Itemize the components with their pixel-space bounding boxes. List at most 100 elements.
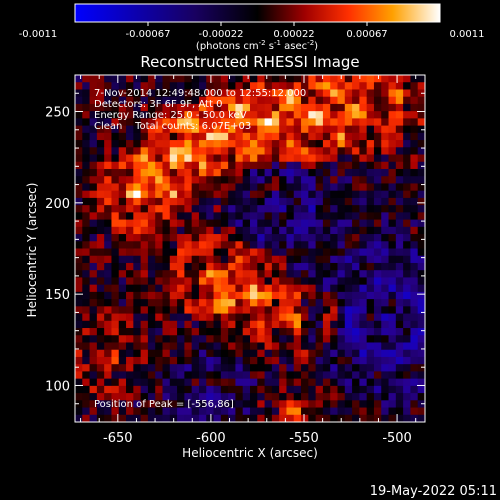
heatmap-cell [250,385,258,394]
heatmap-cell [330,291,338,300]
heatmap-cell [89,212,98,220]
heatmap-cell [403,356,411,365]
heatmap-cell [184,328,193,336]
heatmap-cell [96,371,105,380]
heatmap-cell [395,342,404,351]
heatmap-cell [264,371,273,380]
heatmap-cell [198,96,207,105]
heatmap-cell [162,103,171,112]
x-tick-label: -550 [289,431,319,446]
heatmap-cell [228,248,236,257]
heatmap-cell [257,154,265,163]
heatmap-cell [220,255,229,264]
heatmap-cell [177,270,185,278]
heatmap-cell [301,241,309,249]
heatmap-cell [344,277,353,286]
heatmap-cell [213,82,222,90]
heatmap-cell [96,132,105,141]
heatmap-cell [395,277,404,286]
heatmap-cell [213,219,222,228]
heatmap-cell [257,168,265,177]
heatmap-cell [177,335,185,343]
heatmap-cell [344,349,353,358]
x-tick-label: -600 [196,431,226,446]
heatmap-cell [381,96,389,105]
heatmap-cell [147,96,156,105]
heatmap-cell [118,299,127,307]
heatmap-cell [184,176,193,184]
heatmap-cell [264,75,273,83]
plot-frame [74,74,426,423]
colorbar-tick-label: -0.00022 [199,29,244,40]
heatmap-cell [271,393,280,401]
heatmap-cell [104,291,112,300]
heatmap-cell [198,75,207,83]
heatmap-cell [191,291,200,300]
heatmap-cell [315,197,324,206]
heatmap-cell [177,328,185,336]
heatmap-cell [213,75,222,83]
heatmap-cell [89,262,98,271]
heatmap-cell [228,284,236,293]
heatmap-cell [213,262,222,271]
heatmap-cell [373,205,382,213]
heatmap-cell [293,190,302,199]
heatmap-cell [242,378,251,387]
heatmap-cell [82,219,90,228]
heatmap-cell [140,234,149,242]
heatmap-cell [315,75,324,83]
heatmap-cell [111,342,120,351]
heatmap-cell [118,328,127,336]
heatmap-cell [322,197,331,206]
heatmap-cell [315,234,324,242]
heatmap-cell [96,118,105,127]
heatmap-cell [301,320,309,329]
heatmap-cell [308,371,317,380]
heatmap-cell [403,168,411,177]
heatmap-cell [228,356,236,365]
heatmap-cell [286,262,295,271]
heatmap-cell [293,284,302,293]
heatmap-cell [126,313,134,322]
heatmap-cell [213,147,222,155]
heatmap-cell [359,125,368,134]
heatmap-cell [403,320,411,329]
heatmap-cell [417,342,425,351]
heatmap-cell [264,205,273,213]
heatmap-cell [337,176,346,184]
heatmap-cell [388,284,397,293]
heatmap-cell [395,154,404,163]
heatmap-cell [417,306,425,314]
heatmap-cell [257,248,265,257]
heatmap-cell [118,385,127,394]
heatmap-cell [417,291,425,300]
heatmap-cell [403,291,411,300]
heatmap-cell [133,234,142,242]
heatmap-cell [373,385,382,394]
heatmap-cell [104,356,112,365]
heatmap-cell [293,197,302,206]
heatmap-cell [191,111,200,119]
heatmap-cell [104,270,112,278]
heatmap-cell [315,176,324,184]
heatmap-cell [286,241,295,249]
heatmap-cell [96,248,105,257]
heatmap-cell [75,378,83,387]
heatmap-cell [337,320,346,329]
heatmap-cell [279,147,287,155]
heatmap-cell [330,125,338,134]
heatmap-cell [206,378,214,387]
heatmap-cell [293,313,302,322]
heatmap-cell [250,241,258,249]
heatmap-cell [206,270,214,278]
heatmap-cell [126,356,134,365]
heatmap-cell [206,313,214,322]
heatmap-cell [352,262,360,271]
heatmap-cell [104,313,112,322]
heatmap-cell [279,328,287,336]
heatmap-cell [213,342,222,351]
heatmap-cell [250,328,258,336]
heatmap-cell [352,190,360,199]
heatmap-cell [352,234,360,242]
